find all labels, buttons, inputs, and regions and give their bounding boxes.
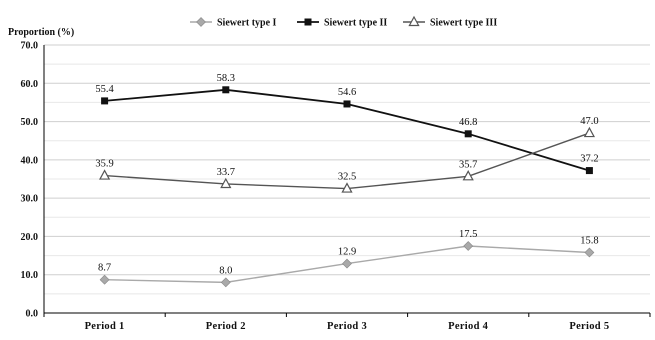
data-point: [341, 182, 353, 193]
data-point: [464, 130, 472, 138]
y-tick-label: 0.0: [26, 309, 39, 320]
data-point: [220, 177, 232, 189]
data-label: 46.8: [459, 117, 477, 128]
data-label: 33.7: [217, 167, 235, 178]
data-point: [583, 126, 596, 138]
data-point: [342, 258, 352, 269]
x-tick-label: Period 2: [206, 321, 246, 332]
y-tick-label: 40.0: [21, 155, 39, 166]
data-label: 32.5: [338, 172, 356, 183]
data-point: [99, 274, 110, 285]
y-tick-label: 10.0: [21, 270, 39, 281]
gridlines: [44, 44, 650, 314]
legend-label: Siewert type III: [430, 18, 497, 29]
legend-label: Siewert type II: [324, 18, 387, 29]
y-tick-label: 70.0: [21, 41, 39, 52]
legend-marker: [304, 18, 312, 26]
data-point: [463, 241, 474, 251]
data-point: [585, 167, 593, 175]
legend: Siewert type I Siewert type II Siewert typ…: [190, 15, 497, 29]
y-tick-label: 60.0: [21, 79, 39, 90]
legend-marker: [196, 17, 206, 27]
data-point: [101, 97, 109, 105]
series-group: [98, 86, 596, 288]
data-label: 35.9: [95, 159, 113, 170]
data-label: 35.7: [459, 159, 477, 170]
data-label: 8.0: [219, 265, 232, 276]
y-tick-label: 50.0: [21, 117, 39, 128]
x-tick-label: Period 3: [327, 321, 367, 332]
data-labels: 8.7 8.0 12.9 17.5 15.8 55.4 58.3 54.6 46.8 37.2 35…: [95, 73, 598, 277]
data-point: [98, 169, 111, 180]
data-point: [222, 86, 230, 94]
axes: 0.0 10.0 20.0 30.0 40.0 50.0 60.0 70.0 Period 1 P…: [21, 41, 651, 332]
x-tick-label: Period 5: [569, 321, 609, 332]
y-axis-label: Proportion (%): [8, 27, 74, 38]
x-tick-label: Period 4: [448, 321, 488, 332]
legend-marker: [408, 15, 420, 27]
data-label: 58.3: [217, 73, 235, 84]
data-label: 55.4: [95, 84, 114, 95]
data-label: 17.5: [459, 229, 477, 240]
data-point: [462, 170, 474, 181]
data-point: [584, 247, 595, 258]
data-label: 47.0: [580, 116, 598, 127]
data-label: 15.8: [580, 236, 598, 247]
data-label: 12.9: [338, 247, 356, 258]
data-point: [220, 277, 231, 288]
legend-label: Siewert type I: [217, 18, 277, 29]
x-tick-label: Period 1: [85, 321, 125, 332]
data-point: [343, 100, 351, 108]
data-label: 54.6: [338, 87, 356, 98]
data-label: 37.2: [580, 154, 598, 165]
data-label: 8.7: [98, 263, 111, 274]
y-tick-label: 30.0: [21, 194, 39, 205]
y-tick-label: 20.0: [21, 232, 39, 243]
